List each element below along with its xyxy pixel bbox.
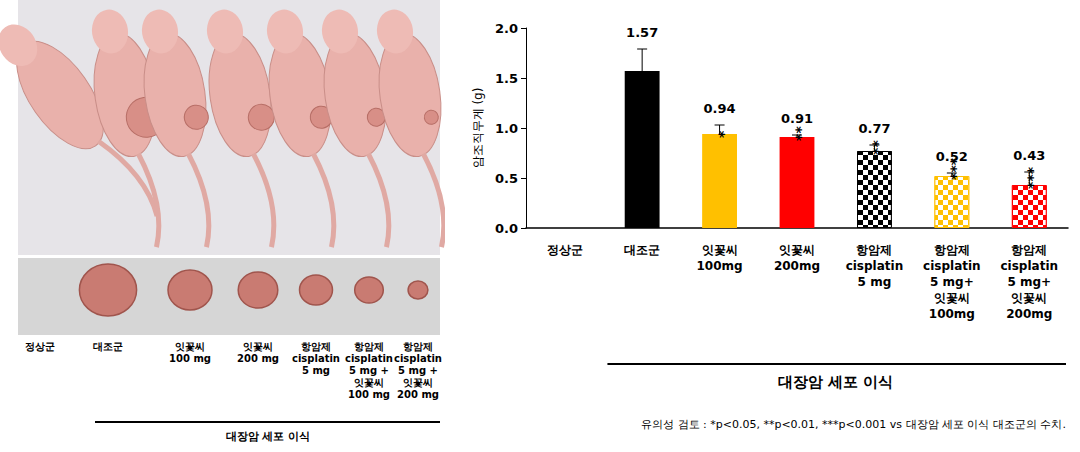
svg-text:200mg: 200mg — [774, 259, 820, 273]
svg-text:**: ** — [789, 126, 805, 141]
svg-text:***: *** — [1021, 167, 1037, 190]
svg-text:1.0: 1.0 — [495, 121, 518, 136]
svg-text:0.43: 0.43 — [1013, 148, 1045, 163]
svg-text:5 mg+: 5 mg+ — [930, 275, 974, 289]
svg-text:200mg: 200mg — [1006, 307, 1052, 321]
svg-text:5 mg: 5 mg — [858, 275, 892, 289]
svg-text:0.0: 0.0 — [495, 221, 518, 236]
svg-text:잇꽃씨: 잇꽃씨 — [702, 243, 738, 257]
svg-text:항암제cisplatin5 mg +잇꽃씨100 mg: 항암제cisplatin5 mg +잇꽃씨100 mg — [345, 341, 393, 400]
svg-text:0.91: 0.91 — [781, 111, 813, 126]
svg-text:항암제cisplatin5 mg: 항암제cisplatin5 mg — [292, 341, 340, 376]
svg-text:5 mg+: 5 mg+ — [1007, 275, 1051, 289]
svg-text:대조군: 대조군 — [93, 341, 123, 352]
svg-text:잇꽃씨: 잇꽃씨 — [934, 291, 970, 305]
svg-text:잇꽃씨: 잇꽃씨 — [1011, 291, 1047, 305]
svg-text:2.0: 2.0 — [495, 21, 518, 36]
svg-text:cisplatin: cisplatin — [923, 259, 981, 273]
svg-text:0.94: 0.94 — [704, 101, 736, 116]
svg-text:0.5: 0.5 — [495, 171, 518, 186]
svg-text:0.77: 0.77 — [858, 121, 890, 136]
svg-text:항암제: 항암제 — [1011, 243, 1047, 257]
svg-text:정상군: 정상군 — [547, 243, 583, 257]
svg-text:**: ** — [866, 140, 882, 155]
svg-text:잇꽃씨: 잇꽃씨 — [779, 243, 815, 257]
svg-text:잇꽃씨100 mg: 잇꽃씨100 mg — [169, 341, 211, 364]
svg-text:100mg: 100mg — [929, 307, 975, 321]
svg-text:대장암 세포 이식: 대장암 세포 이식 — [226, 430, 311, 443]
svg-text:항암제: 항암제 — [934, 243, 970, 257]
svg-text:대조군: 대조군 — [624, 243, 660, 257]
svg-text:정상군: 정상군 — [25, 341, 55, 352]
svg-text:*: * — [712, 131, 728, 139]
svg-text:대장암 세포 이식: 대장암 세포 이식 — [778, 373, 893, 391]
svg-text:항암제: 항암제 — [856, 243, 892, 257]
svg-text:cisplatin: cisplatin — [1001, 259, 1059, 273]
svg-text:1.57: 1.57 — [626, 25, 658, 40]
svg-text:유의성 검토 : *p<0.05, **p<0.01, **: 유의성 검토 : *p<0.05, **p<0.01, ***p<0.001 v… — [641, 418, 1066, 431]
svg-text:암조직무게 (g): 암조직무게 (g) — [471, 88, 485, 169]
svg-text:항암제cisplatin5 mg +잇꽃씨200 mg: 항암제cisplatin5 mg +잇꽃씨200 mg — [394, 341, 442, 400]
svg-text:***: *** — [944, 158, 960, 181]
svg-text:잇꽃씨200 mg: 잇꽃씨200 mg — [237, 341, 279, 364]
svg-text:cisplatin: cisplatin — [846, 259, 904, 273]
svg-text:1.5: 1.5 — [495, 71, 518, 86]
svg-text:100mg: 100mg — [696, 259, 742, 273]
svg-text:0.52: 0.52 — [935, 149, 968, 164]
